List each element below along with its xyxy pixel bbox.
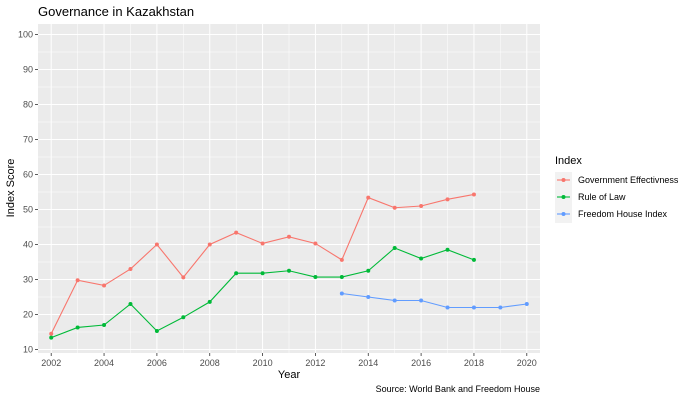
series-point-3 (524, 302, 529, 306)
legend-label: Government Effectivness (578, 175, 679, 185)
series-point-2 (287, 268, 291, 273)
y-axis: 10 20 30 40 50 60 70 80 90 100 (18, 30, 38, 355)
grid-minor (38, 24, 540, 353)
series-point-1 (260, 241, 265, 246)
series-point-2 (366, 268, 371, 273)
series-point-1 (128, 267, 133, 271)
series-point-2 (181, 315, 186, 320)
series-point-3 (471, 305, 476, 310)
series-point-2 (260, 271, 265, 276)
series-point-3 (419, 298, 424, 303)
y-axis-title: Index Score (5, 159, 17, 218)
series-point-1 (392, 205, 397, 210)
series-point-2 (313, 275, 318, 280)
y-tick-label: 40 (23, 240, 33, 250)
x-tick-label: 2016 (411, 358, 431, 368)
series-point-1 (287, 234, 291, 239)
x-tick-label: 2014 (358, 358, 378, 368)
series-point-1 (102, 283, 107, 288)
x-tick-label: 2010 (253, 358, 273, 368)
series-line-3 (341, 292, 527, 309)
series-point-3 (445, 305, 450, 310)
series-point-2 (128, 302, 133, 306)
x-axis-title: Year (278, 369, 301, 381)
series-point-3 (366, 295, 371, 299)
series-point-1 (339, 257, 344, 262)
x-tick-label: 2008 (200, 358, 220, 368)
legend-key-point (561, 212, 566, 216)
series-point-1 (366, 195, 371, 200)
legend: Index Government Effectivness Rule of Law… (555, 155, 679, 223)
y-tick-label: 20 (23, 310, 33, 320)
series-point-2 (445, 247, 450, 252)
x-tick-label: 2004 (94, 358, 114, 368)
series-point-1 (445, 197, 450, 202)
y-tick-label: 100 (18, 30, 33, 40)
legend-label: Freedom House Index (578, 209, 668, 219)
chart-title: Governance in Kazakhstan (38, 4, 194, 19)
legend-label: Rule of Law (578, 192, 626, 202)
series-point-2 (207, 299, 212, 304)
legend-title: Index (555, 155, 582, 167)
y-tick-label: 30 (23, 275, 33, 285)
y-tick-label: 80 (23, 100, 33, 110)
y-tick-label: 10 (23, 345, 33, 355)
grid-major (38, 24, 540, 353)
legend-key-point (561, 195, 566, 199)
series-point-1 (419, 204, 424, 208)
series-point-1 (207, 242, 212, 247)
series-point-3 (392, 298, 397, 303)
series-point-1 (181, 275, 186, 280)
series-point-3 (498, 305, 503, 310)
x-tick-label: 2012 (305, 358, 325, 368)
series-point-2 (49, 335, 54, 340)
series-point-2 (234, 271, 239, 276)
series-point-2 (154, 328, 159, 333)
x-tick-label: 2006 (147, 358, 167, 368)
legend-keys: Government Effectivness Rule of Law Freedo… (555, 172, 679, 223)
series-point-1 (154, 242, 159, 247)
series-point-2 (339, 275, 344, 280)
series-point-1 (234, 230, 239, 235)
series-layer (49, 192, 529, 340)
y-tick-label: 50 (23, 205, 33, 215)
series-point-3 (339, 291, 344, 296)
x-tick-label: 2018 (464, 358, 484, 368)
y-tick-label: 90 (23, 65, 33, 75)
series-point-2 (419, 256, 424, 261)
series-point-1 (75, 278, 80, 283)
x-tick-label: 2020 (517, 358, 537, 368)
series-point-1 (471, 192, 476, 197)
series-point-1 (313, 241, 318, 246)
series-point-2 (102, 323, 107, 327)
series-point-1 (49, 331, 54, 336)
y-tick-label: 70 (23, 135, 33, 145)
x-tick-label: 2002 (41, 358, 61, 368)
series-point-2 (75, 325, 80, 330)
x-axis: 2002 2004 2006 2008 2010 2012 2014 2016 2018 2020 (41, 353, 537, 368)
y-tick-label: 60 (23, 170, 33, 180)
source-caption: Source: World Bank and Freedom House (376, 384, 540, 394)
series-point-2 (471, 257, 476, 262)
series-point-2 (392, 246, 397, 250)
legend-key-point (561, 178, 566, 182)
